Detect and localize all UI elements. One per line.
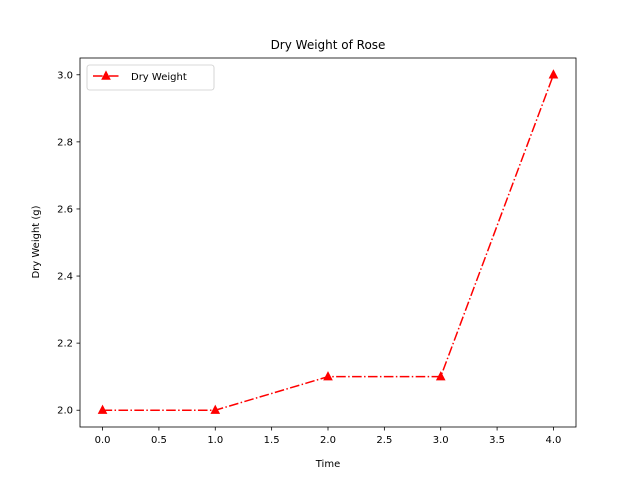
x-tick-label: 2.5 xyxy=(376,435,392,446)
x-tick-label: 1.5 xyxy=(264,435,280,446)
x-tick-label: 0.5 xyxy=(151,435,167,446)
legend-marker-triangle xyxy=(101,70,111,80)
y-tick-label: 2.0 xyxy=(57,406,73,417)
x-tick-label: 4.0 xyxy=(546,435,562,446)
series-markers xyxy=(97,69,559,414)
data-point-marker xyxy=(323,371,333,381)
y-tick-label: 3.0 xyxy=(57,70,73,81)
x-tick-label: 0.0 xyxy=(95,435,111,446)
legend: Dry Weight xyxy=(86,64,215,91)
data-point-marker xyxy=(548,69,559,79)
legend-label-dry-weight: Dry Weight xyxy=(131,72,187,83)
x-tick-label: 3.0 xyxy=(433,435,449,446)
legend-box xyxy=(86,64,215,91)
x-tick-label: 2.0 xyxy=(320,435,336,446)
x-axis-ticks: 0.0 0.5 1.0 1.5 2.0 2.5 3.0 3.5 4.0 xyxy=(95,427,562,446)
x-axis-label: Time xyxy=(315,459,340,470)
y-axis-ticks: 2.0 2.2 2.4 2.6 2.8 3.0 xyxy=(57,70,80,417)
plot-frame xyxy=(79,57,577,428)
x-tick-label: 1.0 xyxy=(207,435,223,446)
x-tick-label: 3.5 xyxy=(489,435,505,446)
y-tick-label: 2.6 xyxy=(57,204,73,215)
y-axis-label: Dry Weight (g) xyxy=(31,205,42,278)
chart-title: Dry Weight of Rose xyxy=(271,38,386,52)
y-tick-label: 2.4 xyxy=(57,272,73,283)
data-point-marker xyxy=(97,404,108,414)
data-point-marker xyxy=(435,371,446,381)
y-tick-label: 2.2 xyxy=(57,339,73,350)
y-tick-label: 2.8 xyxy=(57,137,73,148)
data-point-marker xyxy=(210,404,221,414)
